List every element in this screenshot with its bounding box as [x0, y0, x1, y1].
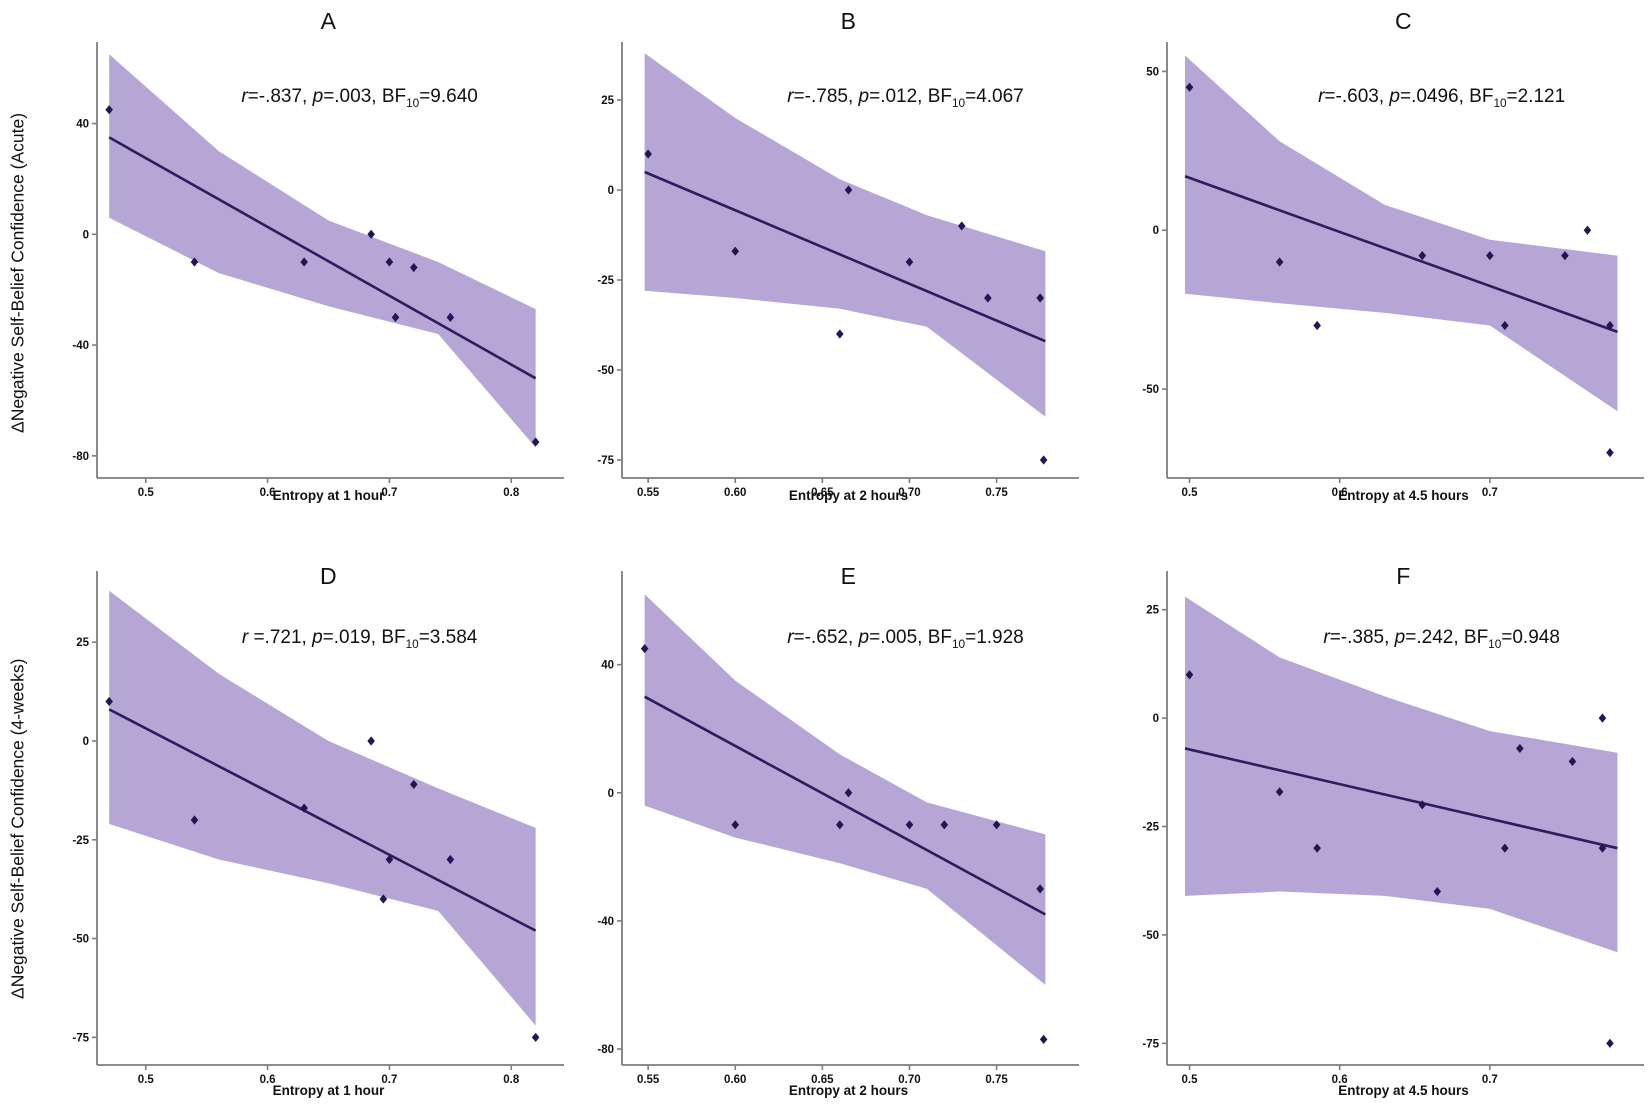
- stats-annotation: r=-.652, p=.005, BF10=1.928: [787, 627, 1024, 651]
- x-axis-label: Entropy at 1 hour: [272, 488, 385, 503]
- svg-text:-50: -50: [72, 934, 89, 946]
- svg-text:0: 0: [608, 185, 614, 197]
- panel-title: A: [320, 8, 337, 34]
- svg-text:0.7: 0.7: [381, 1074, 397, 1086]
- stats-annotation: r=-.837, p=.003, BF10=9.640: [241, 86, 478, 110]
- svg-text:40: 40: [601, 660, 614, 672]
- svg-text:0.8: 0.8: [503, 1074, 520, 1086]
- svg-text:-80: -80: [597, 1044, 614, 1056]
- scatter-plot: 25 0 -25 -50 -75 0.5 0.6 0.7: [1142, 571, 1644, 1086]
- panel-title: E: [840, 563, 857, 589]
- svg-text:-50: -50: [1142, 930, 1159, 942]
- svg-text:0.5: 0.5: [1182, 487, 1199, 499]
- svg-text:0.65: 0.65: [811, 487, 834, 499]
- svg-text:0.7: 0.7: [1482, 1074, 1498, 1086]
- x-axis-label: Entropy at 4.5 hours: [1338, 488, 1469, 503]
- svg-text:0.6: 0.6: [260, 1074, 276, 1086]
- svg-text:0.75: 0.75: [985, 1074, 1008, 1086]
- svg-text:0.5: 0.5: [138, 487, 155, 499]
- svg-text:0.65: 0.65: [811, 1074, 834, 1086]
- svg-text:25: 25: [601, 95, 614, 107]
- scatter-plot: 40 0 -40 -80 0.55 0.60 0.65 0.70 0.75: [597, 571, 1079, 1086]
- panel-C: C r=-.603, p=.0496, BF10=2.121 50 0 -50 0.5…: [1105, 0, 1648, 545]
- x-axis-label: Entropy at 2 hours: [788, 1083, 909, 1098]
- panel-title: F: [1396, 563, 1411, 589]
- svg-text:-50: -50: [597, 365, 614, 377]
- svg-text:-40: -40: [597, 916, 614, 928]
- svg-text:0.5: 0.5: [138, 1074, 155, 1086]
- svg-text:0.70: 0.70: [898, 1074, 920, 1086]
- stats-annotation: r=-.603, p=.0496, BF10=2.121: [1318, 86, 1566, 110]
- scatter-plot: 25 0 -25 -50 -75 0.5 0.6 0.7 0.8: [72, 571, 564, 1086]
- scatter-plot: 40 0 -40 -80 0.5 0.6 0.7 0.8: [72, 42, 564, 499]
- svg-text:-75: -75: [597, 455, 614, 467]
- svg-text:0.6: 0.6: [260, 487, 276, 499]
- panel-title: D: [319, 563, 338, 589]
- svg-text:0: 0: [83, 229, 89, 241]
- svg-text:0.7: 0.7: [381, 487, 397, 499]
- svg-text:25: 25: [76, 637, 89, 649]
- svg-text:-25: -25: [1142, 822, 1159, 834]
- panel-A: A ΔNegative Self-Belief Confidence (Acut…: [0, 0, 580, 545]
- stats-annotation: r =.721, p=.019, BF10=3.584: [241, 627, 478, 651]
- x-axis-label: Entropy at 1 hour: [272, 1083, 385, 1098]
- svg-text:0: 0: [608, 788, 614, 800]
- panel-B: B r=-.785, p=.012, BF10=4.067 25 0 -25 -50 -…: [580, 0, 1105, 545]
- svg-text:0.70: 0.70: [898, 487, 920, 499]
- svg-text:0: 0: [1153, 713, 1159, 725]
- svg-text:0.5: 0.5: [1182, 1074, 1199, 1086]
- svg-text:0.55: 0.55: [637, 487, 660, 499]
- svg-text:-75: -75: [72, 1032, 89, 1044]
- svg-text:-25: -25: [597, 275, 614, 287]
- x-axis-label: Entropy at 4.5 hours: [1338, 1083, 1469, 1098]
- scatter-plot: 50 0 -50 0.5 0.6 0.7: [1142, 42, 1644, 499]
- x-axis-label: Entropy at 2 hours: [788, 488, 909, 503]
- svg-text:0.8: 0.8: [503, 487, 520, 499]
- svg-text:-40: -40: [72, 340, 89, 352]
- scatter-plot: 25 0 -25 -50 -75 0.55 0.60 0.65 0.70 0.75: [597, 42, 1079, 499]
- svg-text:-80: -80: [72, 451, 89, 463]
- panel-title: C: [1394, 8, 1413, 34]
- panel-title: B: [840, 8, 857, 34]
- svg-text:-75: -75: [1142, 1038, 1159, 1050]
- svg-text:-50: -50: [1142, 384, 1159, 396]
- svg-text:-25: -25: [72, 835, 89, 847]
- svg-text:0: 0: [83, 736, 89, 748]
- svg-text:0.60: 0.60: [724, 487, 746, 499]
- panel-E: E r=-.652, p=.005, BF10=1.928 40 0 -40 -80 0…: [580, 545, 1105, 1112]
- svg-text:50: 50: [1146, 66, 1159, 78]
- svg-text:40: 40: [76, 119, 89, 131]
- svg-text:0.60: 0.60: [724, 1074, 746, 1086]
- svg-text:25: 25: [1146, 605, 1159, 617]
- svg-text:0.6: 0.6: [1332, 487, 1348, 499]
- svg-text:0.55: 0.55: [637, 1074, 660, 1086]
- svg-text:0.6: 0.6: [1332, 1074, 1348, 1086]
- panel-D: D ΔNegative Self-Belief Confidence (4-we…: [0, 545, 580, 1112]
- svg-text:0.75: 0.75: [985, 487, 1008, 499]
- svg-text:0: 0: [1153, 225, 1159, 237]
- svg-text:0.7: 0.7: [1482, 487, 1498, 499]
- panel-F: F r=-.385, p=.242, BF10=0.948 25 0 -25 -50 -…: [1105, 545, 1648, 1112]
- stats-annotation: r=-.385, p=.242, BF10=0.948: [1323, 627, 1560, 651]
- stats-annotation: r=-.785, p=.012, BF10=4.067: [787, 86, 1024, 110]
